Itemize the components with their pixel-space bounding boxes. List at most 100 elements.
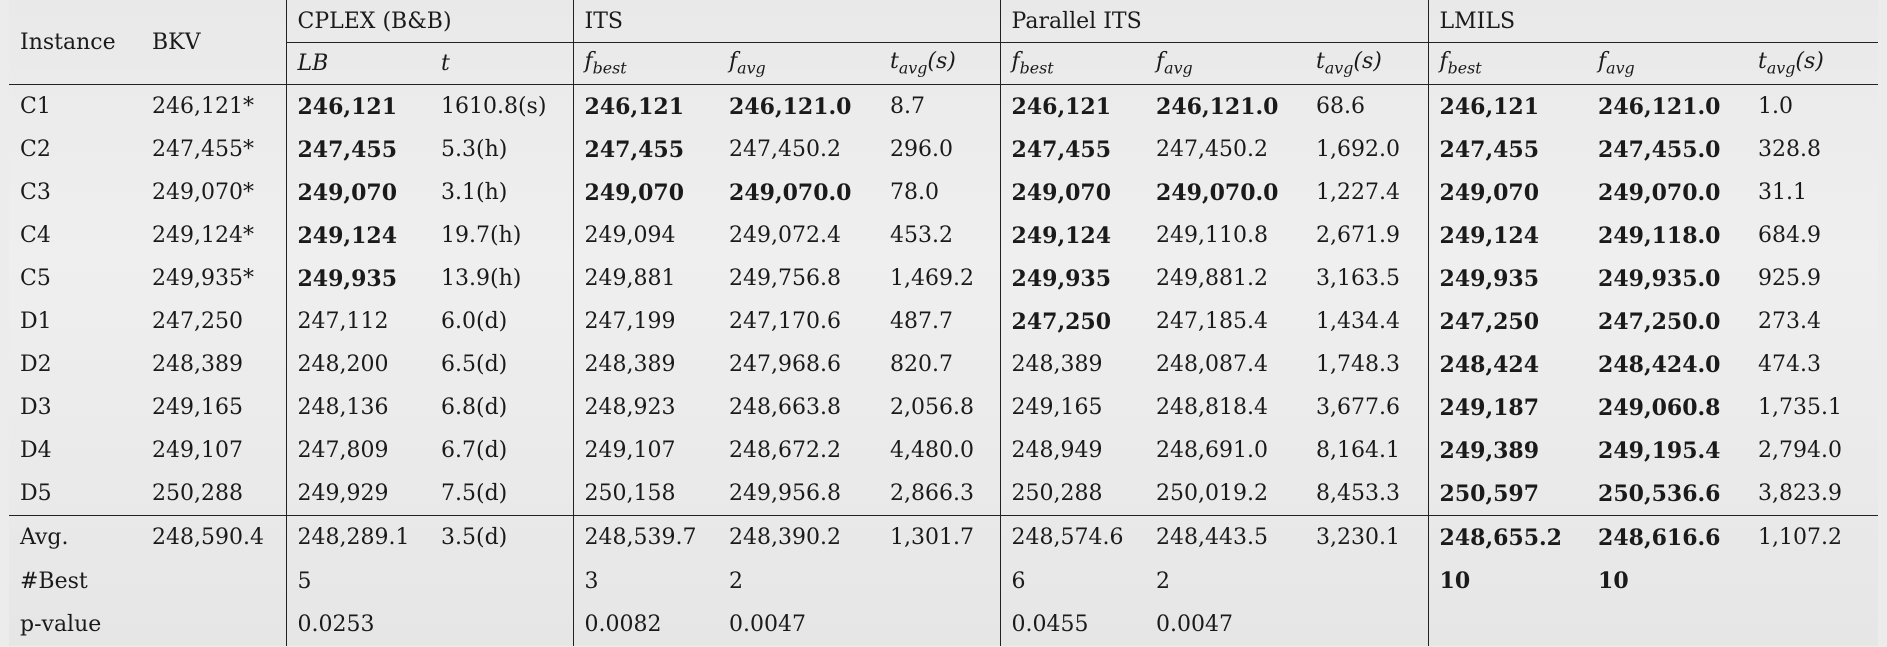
cell-its-best: 247,199 xyxy=(584,309,676,335)
cell-its-avg: 246,121.0 xyxy=(729,93,852,120)
cell-bkv: 248,590.4 xyxy=(141,515,287,560)
cell-lm-avg: 249,935.0 xyxy=(1598,265,1721,292)
cell-its-avg: 249,956.8 xyxy=(729,481,841,507)
table-row: D4 249,107 247,809 6.7(d) 249,107 248,672.2 4,… xyxy=(9,429,1878,473)
cell-its-best: 247,455 xyxy=(584,136,685,163)
cell-its-avg: 249,070.0 xyxy=(729,179,852,206)
header-pits-f-avg: favg xyxy=(1145,42,1306,85)
cell-its-t: 1,469.2 xyxy=(879,257,1001,301)
cell-its-avg: 0.0047 xyxy=(729,611,806,637)
cell-inst: D4 xyxy=(20,438,52,464)
cell-its-t xyxy=(879,559,1001,603)
cell-its-avg: 248,672.2 xyxy=(729,438,841,464)
cell-pits-best: 246,121 xyxy=(1011,93,1112,120)
header-lmils: LMILS xyxy=(1428,0,1879,43)
cell-pits-t: 1,434.4 xyxy=(1305,300,1429,344)
cell-lm-avg: 247,455.0 xyxy=(1598,136,1721,163)
cell-lm-best: 250,597 xyxy=(1439,480,1540,507)
table-row: C4 249,124* 249,124 19.7(h) 249,094 249,072.4… xyxy=(9,214,1878,258)
cell-inst: D2 xyxy=(20,352,52,378)
cell-pits-t: 1,748.3 xyxy=(1305,343,1429,387)
cell-pits-t: 1,227.4 xyxy=(1305,171,1429,215)
cell-its-best: 249,094 xyxy=(584,223,676,249)
cell-lb: 249,124 xyxy=(297,222,398,249)
cell-inst: C3 xyxy=(20,180,51,206)
summary-row: #Best 5 3 2 6 2 10 10 xyxy=(9,559,1878,603)
cell-pits-avg: 0.0047 xyxy=(1156,611,1233,637)
cell-bkv: 247,455* xyxy=(141,128,287,172)
cell-its-avg: 2 xyxy=(729,568,744,594)
cell-lb: 247,809 xyxy=(297,438,389,464)
cell-lm-t xyxy=(1747,603,1878,646)
cell-bkv: 249,070* xyxy=(141,171,287,215)
cell-its-best: 248,389 xyxy=(584,352,676,378)
cell-pits-best: 250,288 xyxy=(1011,481,1103,507)
cell-bkv: 248,389 xyxy=(141,343,287,387)
cell-t: 19.7(h) xyxy=(430,214,574,258)
cell-lm-best xyxy=(1428,603,1587,646)
header-parallel-its: Parallel ITS xyxy=(1000,0,1429,43)
cell-t: 3.5(d) xyxy=(430,515,574,560)
cell-bkv: 249,165 xyxy=(141,386,287,430)
cell-lb: 247,112 xyxy=(297,309,389,335)
cell-pits-best: 248,389 xyxy=(1011,352,1103,378)
cell-its-t: 78.0 xyxy=(879,171,1001,215)
cell-pits-avg: 248,818.4 xyxy=(1156,395,1268,421)
cell-pits-avg: 249,070.0 xyxy=(1156,179,1279,206)
cell-its-avg: 247,968.6 xyxy=(729,352,841,378)
cell-its-avg: 247,170.6 xyxy=(729,309,841,335)
summary-row: Avg. 248,590.4 248,289.1 3.5(d) 248,539.7 248… xyxy=(9,515,1879,560)
cell-its-best: 249,070 xyxy=(584,179,685,206)
cell-pits-t xyxy=(1305,559,1429,603)
cell-t xyxy=(430,559,574,603)
cell-pits-avg: 248,087.4 xyxy=(1156,352,1268,378)
cell-its-avg: 247,450.2 xyxy=(729,137,841,163)
cell-t: 13.9(h) xyxy=(430,257,574,301)
cell-lm-best: 247,455 xyxy=(1439,136,1540,163)
cell-bkv xyxy=(141,559,287,603)
cell-lm-avg: 249,195.4 xyxy=(1598,437,1721,464)
cell-pits-t: 2,671.9 xyxy=(1305,214,1429,258)
cell-pits-best: 249,935 xyxy=(1011,265,1112,292)
cell-its-best: 249,881 xyxy=(584,266,676,292)
cell-pits-avg: 247,450.2 xyxy=(1156,137,1268,163)
table-summary: Avg. 248,590.4 248,289.1 3.5(d) 248,539.7 248… xyxy=(9,515,1879,646)
cell-inst: p-value xyxy=(20,611,102,637)
cell-inst: C4 xyxy=(20,223,51,249)
cell-pits-best: 248,949 xyxy=(1011,438,1103,464)
cell-lm-avg: 249,070.0 xyxy=(1598,179,1721,206)
table-row: C1 246,121* 246,121 1610.8(s) 246,121 246,121… xyxy=(9,84,1878,129)
cell-t: 3.1(h) xyxy=(430,171,574,215)
cell-lm-best: 246,121 xyxy=(1439,93,1540,120)
cell-its-t: 8.7 xyxy=(879,84,1001,129)
cell-inst: C5 xyxy=(20,266,51,292)
cell-bkv: 249,124* xyxy=(141,214,287,258)
cell-lm-best: 248,655.2 xyxy=(1428,515,1588,560)
cell-inst: C1 xyxy=(20,94,51,120)
cell-pits-best: 6 xyxy=(1011,568,1026,594)
cell-pits-avg: 246,121.0 xyxy=(1156,93,1279,120)
table-row: C5 249,935* 249,935 13.9(h) 249,881 249,756.8… xyxy=(9,257,1878,301)
header-instance: Instance xyxy=(9,0,141,85)
cell-lm-avg: 246,121.0 xyxy=(1598,93,1721,120)
cell-bkv: 249,107 xyxy=(141,429,287,473)
cell-lm-t: 474.3 xyxy=(1758,352,1821,378)
header-lmils-f-avg: favg xyxy=(1587,42,1748,85)
header-t: t xyxy=(430,42,574,85)
cell-inst: D5 xyxy=(20,481,52,507)
cell-lb: 249,070 xyxy=(297,179,398,206)
cell-lm-t: 3,823.9 xyxy=(1758,481,1842,507)
cell-lm-best: 249,935 xyxy=(1439,265,1540,292)
cell-lb: 248,136 xyxy=(297,395,389,421)
cell-its-avg: 248,390.2 xyxy=(718,515,880,560)
cell-lm-t: 31.1 xyxy=(1758,180,1807,206)
cell-lm-avg: 250,536.6 xyxy=(1598,480,1721,507)
cell-its-t: 487.7 xyxy=(879,300,1001,344)
cell-pits-t: 3,677.6 xyxy=(1305,386,1429,430)
cell-lm-avg xyxy=(1587,603,1747,646)
cell-pits-best: 249,124 xyxy=(1011,222,1112,249)
cell-pits-best: 248,574.6 xyxy=(1000,515,1146,560)
header-row-groups: Instance BKV CPLEX (B&B) ITS Parallel IT… xyxy=(9,0,1879,85)
header-lmils-f-best: fbest xyxy=(1428,42,1588,85)
cell-t: 1610.8(s) xyxy=(430,84,574,129)
